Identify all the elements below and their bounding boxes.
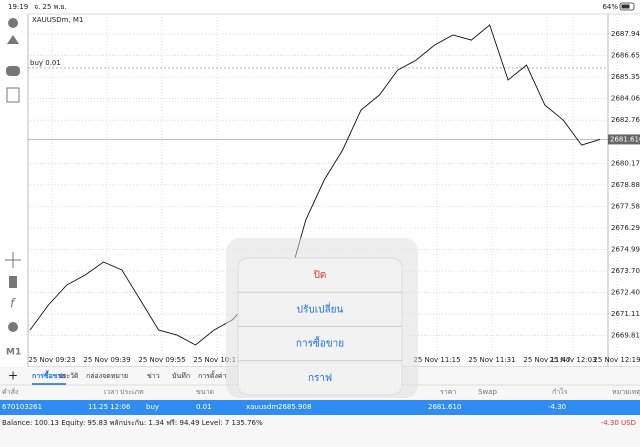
x-tick-label: 25 Nov 09:23 — [28, 356, 75, 364]
status-time: 19:19 — [8, 3, 28, 11]
symbol: XAUUSDm, M1 — [32, 16, 83, 24]
objects-icon[interactable] — [8, 322, 18, 332]
order-label: buy 0.01 — [30, 59, 61, 67]
y-tick-label: 2680.175 — [611, 159, 640, 167]
menu-item[interactable]: ปรับเปลี่ยน — [297, 301, 344, 315]
battery: 64% — [602, 3, 618, 11]
period-icon[interactable]: M1 — [6, 348, 21, 358]
cell[interactable]: buy — [146, 403, 159, 411]
price-box — [608, 134, 640, 145]
x-tick-label: 25 Nov 11:47 — [523, 356, 570, 364]
y-tick-label: 2672.405 — [611, 289, 640, 297]
price-label: 2681.610 — [610, 135, 640, 143]
y-tick-label: 2677.585 — [611, 202, 640, 210]
tab[interactable]: การซื้อขาย — [32, 369, 66, 380]
indicator-icon[interactable]: f — [10, 297, 16, 311]
column-header: ราคา — [440, 388, 456, 396]
tab[interactable]: การตั้งค่า — [198, 369, 227, 380]
y-tick-label: 2669.815 — [611, 332, 640, 340]
menu-item[interactable]: การซื้อขาย — [296, 336, 344, 350]
y-tick-label: 2676.290 — [611, 224, 640, 232]
column-header: เวลา — [104, 388, 119, 396]
trade-icon[interactable] — [7, 35, 19, 44]
x-tick-label: 25 Nov 12:03 — [549, 356, 596, 364]
cell[interactable]: 0.01 — [196, 403, 212, 411]
x-tick-label: 25 Nov 11:31 — [468, 356, 515, 364]
column-header: Swap — [478, 388, 497, 396]
column-header: กำไร — [552, 387, 568, 396]
cell[interactable]: xauusdm — [246, 403, 278, 411]
balance-total: -4.30 USD — [601, 419, 636, 427]
cell[interactable]: 11.25 12:06 — [88, 403, 131, 411]
crosshair-icon[interactable] — [5, 252, 21, 268]
x-tick-label: 25 Nov 11:15 — [413, 356, 460, 364]
tab[interactable]: ข่าว — [147, 372, 160, 380]
y-tick-label: 2687.945 — [611, 30, 640, 38]
column-header: หมายเหตุ — [612, 388, 640, 396]
balance: Balance: 100.13 Equity: 95.83 พลักประกัน… — [2, 419, 263, 427]
y-tick-label: 2671.110 — [611, 310, 640, 318]
column-header: ขนาด — [196, 388, 214, 396]
y-tick-label: 2686.650 — [611, 52, 640, 60]
y-tick-label: 2674.995 — [611, 245, 640, 253]
status-date: จ. 25 พ.ย. — [34, 3, 67, 11]
price-series — [29, 24, 601, 346]
menu-item[interactable]: ปิด — [313, 270, 326, 281]
add-button[interactable]: + — [8, 369, 18, 383]
cell[interactable]: 2681.610 — [428, 403, 461, 411]
chat-icon[interactable] — [6, 66, 20, 76]
y-tick-label: 2685.355 — [611, 73, 640, 81]
x-tick-label: 25 Nov 09:55 — [138, 356, 185, 364]
new-icon[interactable] — [6, 87, 20, 103]
column-header: ประเภท — [120, 388, 144, 396]
tab[interactable]: กล่องจดหมาย — [86, 372, 128, 380]
y-tick-label: 2684.060 — [611, 95, 640, 103]
x-tick-label: 25 Nov 10:11 — [193, 356, 240, 364]
x-tick-label: 25 Nov 09:39 — [83, 356, 130, 364]
cell[interactable]: 670103261 — [2, 403, 42, 411]
tab[interactable]: บันทึก — [172, 371, 190, 380]
cell[interactable]: 2685.908 — [278, 403, 311, 411]
y-tick-label: 2682.765 — [611, 116, 640, 124]
toolbar: f M1 — [5, 18, 21, 358]
cell[interactable]: -4.30 — [548, 403, 566, 411]
y-tick-label: 2673.700 — [611, 267, 640, 275]
x-tick-label: 25 Nov 12:19 — [593, 356, 640, 364]
candles-icon[interactable] — [9, 276, 17, 288]
column-header: คำสั่ง — [2, 387, 18, 396]
menu-item[interactable]: กราฟ — [308, 373, 332, 384]
tab[interactable]: ประวัติ — [58, 372, 79, 380]
account-icon[interactable] — [8, 18, 18, 28]
y-tick-label: 2678.880 — [611, 181, 640, 189]
